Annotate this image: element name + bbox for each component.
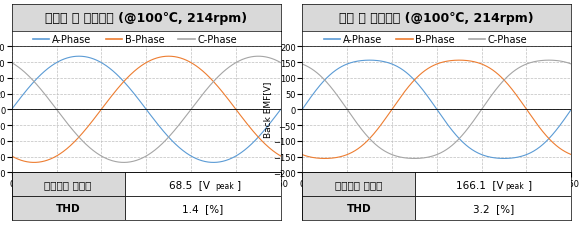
FancyBboxPatch shape xyxy=(125,196,281,220)
X-axis label: Rotation angle[DegE]: Rotation angle[DegE] xyxy=(388,189,485,198)
FancyBboxPatch shape xyxy=(125,173,281,196)
Y-axis label: Back EMF[V]: Back EMF[V] xyxy=(263,82,272,138)
Text: A-Phase: A-Phase xyxy=(343,35,382,45)
FancyBboxPatch shape xyxy=(302,196,415,220)
Text: ]: ] xyxy=(237,180,241,189)
Text: 3.2  [%]: 3.2 [%] xyxy=(473,204,514,214)
Text: B-Phase: B-Phase xyxy=(125,35,164,45)
Text: 역기전력 기본파: 역기전력 기본파 xyxy=(335,180,382,189)
Text: B-Phase: B-Phase xyxy=(415,35,455,45)
FancyBboxPatch shape xyxy=(415,173,571,196)
Text: 무부하 시 역기전력 (@100℃, 214rpm): 무부하 시 역기전력 (@100℃, 214rpm) xyxy=(45,12,247,25)
Text: ]: ] xyxy=(528,180,532,189)
Text: 1.4  [%]: 1.4 [%] xyxy=(182,204,223,214)
Text: A-Phase: A-Phase xyxy=(52,35,92,45)
FancyBboxPatch shape xyxy=(12,196,125,220)
FancyBboxPatch shape xyxy=(302,173,415,196)
Text: C-Phase: C-Phase xyxy=(197,35,237,45)
Text: 부하 시 역기전력 (@100℃, 214rpm): 부하 시 역기전력 (@100℃, 214rpm) xyxy=(339,12,534,25)
FancyBboxPatch shape xyxy=(415,196,571,220)
Text: 역기전력 기본파: 역기전력 기본파 xyxy=(44,180,92,189)
Text: 166.1  [V: 166.1 [V xyxy=(456,180,504,189)
Text: peak: peak xyxy=(505,181,524,190)
Text: THD: THD xyxy=(56,204,80,214)
FancyBboxPatch shape xyxy=(12,173,125,196)
Text: peak: peak xyxy=(215,181,234,190)
X-axis label: Rotation angle[DegE]: Rotation angle[DegE] xyxy=(98,189,195,198)
Text: 68.5  [V: 68.5 [V xyxy=(168,180,210,189)
Text: THD: THD xyxy=(346,204,371,214)
Text: C-Phase: C-Phase xyxy=(488,35,528,45)
